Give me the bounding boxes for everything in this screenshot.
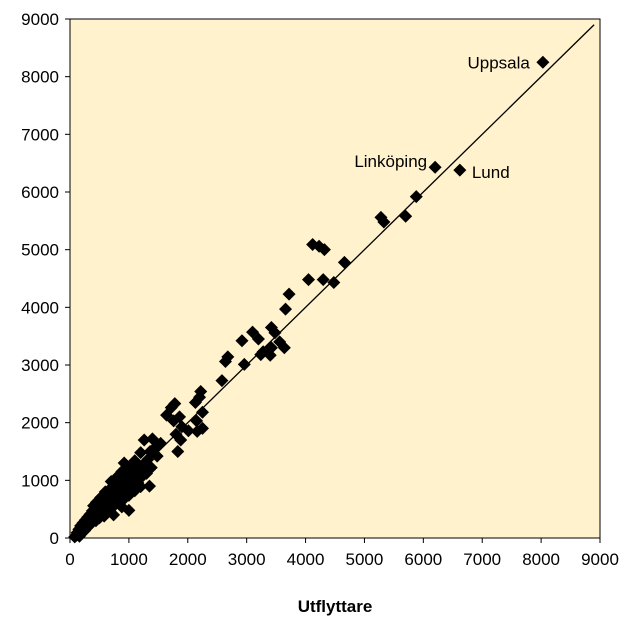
data-point [377, 215, 391, 229]
x-tick-label: 4000 [287, 550, 325, 569]
data-point [453, 163, 467, 177]
data-point [409, 190, 423, 204]
data-point [215, 374, 229, 388]
data-point [181, 424, 195, 438]
y-tick-label: 4000 [21, 298, 59, 317]
data-point [268, 326, 282, 340]
data-point [104, 502, 118, 516]
data-point [171, 445, 185, 458]
data-point [317, 243, 331, 257]
data-point [251, 332, 265, 346]
y-tick-label: 1000 [21, 471, 59, 490]
data-point [277, 341, 291, 355]
data-point [134, 446, 148, 460]
data-point [282, 287, 296, 301]
y-tick-labels: 0 1000 2000 3000 4000 5000 6000 7000 8000 9000 [21, 10, 59, 548]
axes [65, 18, 601, 543]
data-point [327, 276, 341, 290]
data-point [188, 395, 202, 409]
x-tick-label: 1000 [110, 550, 148, 569]
data-point [316, 273, 330, 287]
data-point [174, 433, 188, 447]
x-tick-label: 9000 [581, 550, 619, 569]
x-tick-label: 7000 [463, 550, 501, 569]
data-point [137, 433, 151, 447]
x-tick-label: 2000 [169, 550, 207, 569]
data-point [122, 503, 136, 517]
data-point [218, 355, 232, 369]
y-tick-label: 2000 [21, 414, 59, 433]
x-axis-title: Utflyttare [298, 597, 373, 616]
data-point [196, 405, 209, 419]
data-point [279, 302, 293, 316]
data-point [167, 414, 181, 428]
data-point [337, 255, 351, 269]
data-point [399, 209, 413, 223]
data-point [190, 414, 204, 428]
data-point [235, 334, 249, 348]
annotation-label: Uppsala [468, 53, 531, 72]
y-tick-label: 8000 [21, 68, 59, 87]
x-tick-labels: 0 1000 2000 3000 4000 5000 6000 7000 8000 9000 [65, 550, 619, 569]
data-point [263, 348, 277, 362]
data-point [237, 357, 251, 371]
data-point [536, 55, 550, 69]
data-point [428, 160, 442, 174]
y-tick-label: 6000 [21, 183, 59, 202]
annotation-label: Linköping [354, 152, 427, 171]
data-point [143, 479, 156, 493]
x-tick-label: 8000 [522, 550, 560, 569]
x-tick-label: 3000 [228, 550, 266, 569]
x-tick-label: 5000 [346, 550, 384, 569]
y-tick-label: 5000 [21, 241, 59, 260]
y-tick-label: 3000 [21, 356, 59, 375]
data-point [254, 348, 268, 362]
annotation-label: Lund [472, 163, 510, 182]
data-point [68, 530, 82, 544]
y-tick-label: 7000 [21, 125, 59, 144]
y-tick-label: 0 [50, 529, 59, 548]
data-point [302, 273, 315, 287]
x-tick-label: 6000 [404, 550, 442, 569]
data-points [68, 55, 550, 544]
data-point [190, 424, 204, 438]
x-tick-label: 0 [65, 550, 74, 569]
annotations: Uppsala Linköping Lund [354, 53, 530, 182]
data-point [107, 508, 121, 522]
y-tick-label: 9000 [21, 10, 59, 29]
